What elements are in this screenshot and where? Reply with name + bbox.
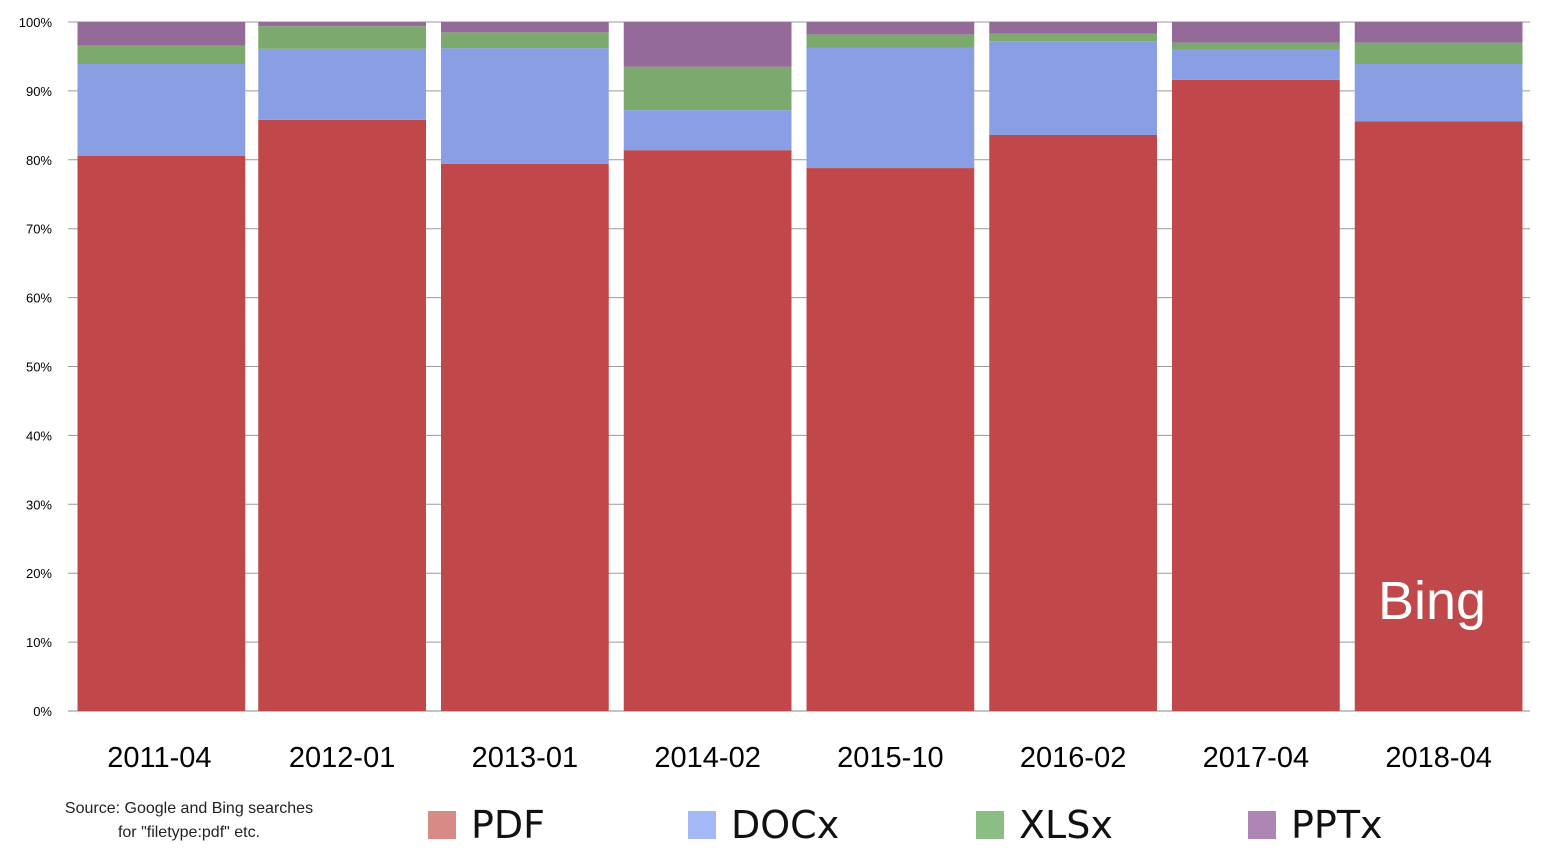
chart-annotation: Bing [1378,571,1486,631]
bar-segment-pptx-2015-10 [806,22,975,35]
legend-item-pdf: PDF [428,800,545,850]
y-tick-label: 30% [26,497,52,512]
y-tick-label: 60% [26,291,52,306]
y-tick-label: 80% [26,153,52,168]
bar-segment-pptx-2016-02 [989,22,1157,34]
legend-swatch-pptx [1248,811,1276,839]
bar-segment-pdf-2017-04 [1172,79,1340,712]
bar-segment-pptx-2011-04 [77,22,246,46]
bar-segment-pptx-2017-04 [1172,22,1340,43]
x-tick-label: 2015-10 [837,742,943,774]
bar-segment-docx-2011-04 [77,64,246,156]
bar-segment-xlsx-2013-01 [441,32,609,49]
legend-label-docx: DOCx [731,803,840,847]
bar-segment-pptx-2014-02 [623,22,792,67]
bar-segment-pdf-2011-04 [77,155,246,711]
x-axis-ticks: 2011-04 2012-01 2013-01 2014-02 2015-10 2016-… [107,742,1492,774]
bar-segment-docx-2014-02 [623,110,792,151]
legend-label-xlsx: XLSx [1019,803,1113,847]
x-tick-label: 2018-04 [1385,742,1491,774]
bar-segment-docx-2015-10 [806,47,975,169]
bar-segment-pptx-2013-01 [441,22,609,33]
y-tick-label: 20% [26,566,52,581]
chart-legend: PDF DOCx XLSx PPTx [0,800,1544,850]
x-tick-label: 2014-02 [654,742,760,774]
y-tick-label: 0% [33,704,52,719]
bar-segment-pdf-2018-04 [1354,121,1523,711]
x-tick-label: 2013-01 [472,742,578,774]
bars [77,22,1523,712]
y-tick-label: 10% [26,635,52,650]
y-tick-label: 90% [26,84,52,99]
source-note: Source: Google and Bing searches for "fi… [44,797,334,845]
source-note-line2: for "filetype:pdf" etc. [117,824,261,841]
y-axis-ticks: 0% 10% 20% 30% 40% 50% 60% 70% 80% 90% 100% [19,15,53,719]
bar-segment-pdf-2013-01 [441,163,609,711]
y-tick-label: 100% [19,15,53,30]
bar-segment-pptx-2018-04 [1354,22,1523,43]
bar-segment-pdf-2016-02 [989,134,1157,712]
bar-segment-xlsx-2011-04 [77,45,246,65]
bar-segment-xlsx-2018-04 [1354,42,1523,65]
bar-segment-xlsx-2016-02 [989,33,1157,42]
bar-segment-docx-2013-01 [441,48,609,164]
bar-segment-xlsx-2017-04 [1172,42,1340,50]
bar-segment-pdf-2012-01 [258,119,426,711]
legend-swatch-docx [688,811,716,839]
legend-label-pdf: PDF [471,803,546,847]
bar-segment-xlsx-2015-10 [806,34,975,48]
bar-segment-docx-2016-02 [989,41,1157,135]
bar-segment-pptx-2012-01 [258,22,426,27]
legend-item-docx: DOCx [688,800,839,850]
legend-item-xlsx: XLSx [976,800,1113,850]
source-note-line1: Source: Google and Bing searches [64,800,314,817]
legend-item-pptx: PPTx [1248,800,1383,850]
y-tick-label: 40% [26,428,52,443]
bar-segment-pdf-2014-02 [623,150,792,712]
stacked-bar-chart: 0% 10% 20% 30% 40% 50% 60% 70% 80% 90% 100% 2011-0… [19,15,1530,774]
x-tick-label: 2011-04 [107,742,211,774]
x-tick-label: 2016-02 [1020,742,1126,774]
y-tick-label: 70% [26,222,52,237]
x-tick-label: 2017-04 [1203,742,1309,774]
bar-segment-docx-2017-04 [1172,49,1340,80]
y-tick-label: 50% [26,360,52,375]
legend-swatch-xlsx [976,811,1004,839]
x-tick-label: 2012-01 [289,742,395,774]
bar-segment-docx-2018-04 [1354,64,1523,122]
legend-label-pptx: PPTx [1291,803,1383,847]
bar-segment-xlsx-2014-02 [623,66,792,111]
bar-segment-pdf-2015-10 [806,168,975,711]
bar-segment-docx-2012-01 [258,48,426,120]
bar-segment-xlsx-2012-01 [258,26,426,49]
legend-swatch-pdf [428,811,456,839]
